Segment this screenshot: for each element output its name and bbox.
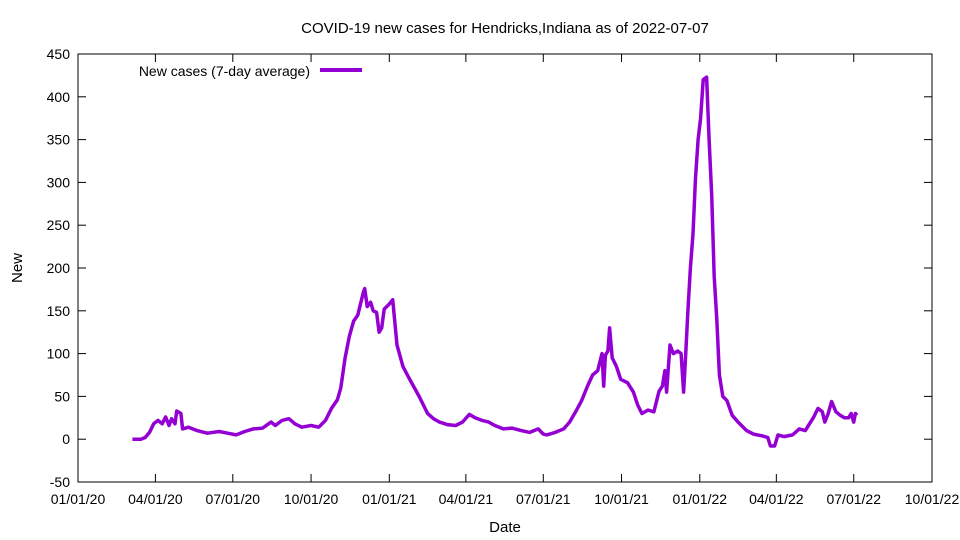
x-tick-label: 10/01/22 xyxy=(905,491,960,507)
x-tick-label: 01/01/20 xyxy=(51,491,106,507)
x-tick-label: 10/01/20 xyxy=(284,491,339,507)
series-line xyxy=(132,75,859,448)
y-axis: -50 0 50 100 150 200 250 300 350 400 450 xyxy=(47,46,932,490)
x-tick-label: 07/01/20 xyxy=(206,491,261,507)
x-tick-label: 10/01/21 xyxy=(594,491,649,507)
x-axis: 01/01/20 04/01/20 07/01/20 10/01/20 01/01/21… xyxy=(51,54,960,507)
y-tick-label: 0 xyxy=(62,431,70,447)
y-tick-label: 350 xyxy=(47,132,71,148)
y-tick-label: 300 xyxy=(47,174,71,190)
chart-title: COVID-19 new cases for Hendricks,Indiana… xyxy=(301,20,709,37)
x-axis-title: Date xyxy=(489,519,521,536)
x-tick-label: 01/01/22 xyxy=(673,491,728,507)
y-tick-label: 50 xyxy=(54,388,70,404)
x-tick-label: 01/01/21 xyxy=(362,491,417,507)
series-layer xyxy=(132,75,859,448)
x-tick-label: 07/01/22 xyxy=(826,491,881,507)
x-tick-label: 04/01/22 xyxy=(749,491,804,507)
legend: New cases (7-day average) xyxy=(139,63,362,79)
x-tick-label: 04/01/21 xyxy=(439,491,494,507)
x-tick-label: 04/01/20 xyxy=(128,491,183,507)
y-tick-label: 400 xyxy=(47,89,71,105)
legend-label: New cases (7-day average) xyxy=(139,63,310,79)
y-tick-label: 100 xyxy=(47,346,71,362)
plot-frame xyxy=(77,53,933,483)
y-tick-label: 200 xyxy=(47,260,71,276)
y-tick-label: 150 xyxy=(47,303,71,319)
y-axis-title: New xyxy=(9,253,26,283)
x-tick-label: 07/01/21 xyxy=(516,491,571,507)
y-tick-label: 250 xyxy=(47,217,71,233)
y-tick-label: -50 xyxy=(50,474,70,490)
y-tick-label: 450 xyxy=(47,46,71,62)
